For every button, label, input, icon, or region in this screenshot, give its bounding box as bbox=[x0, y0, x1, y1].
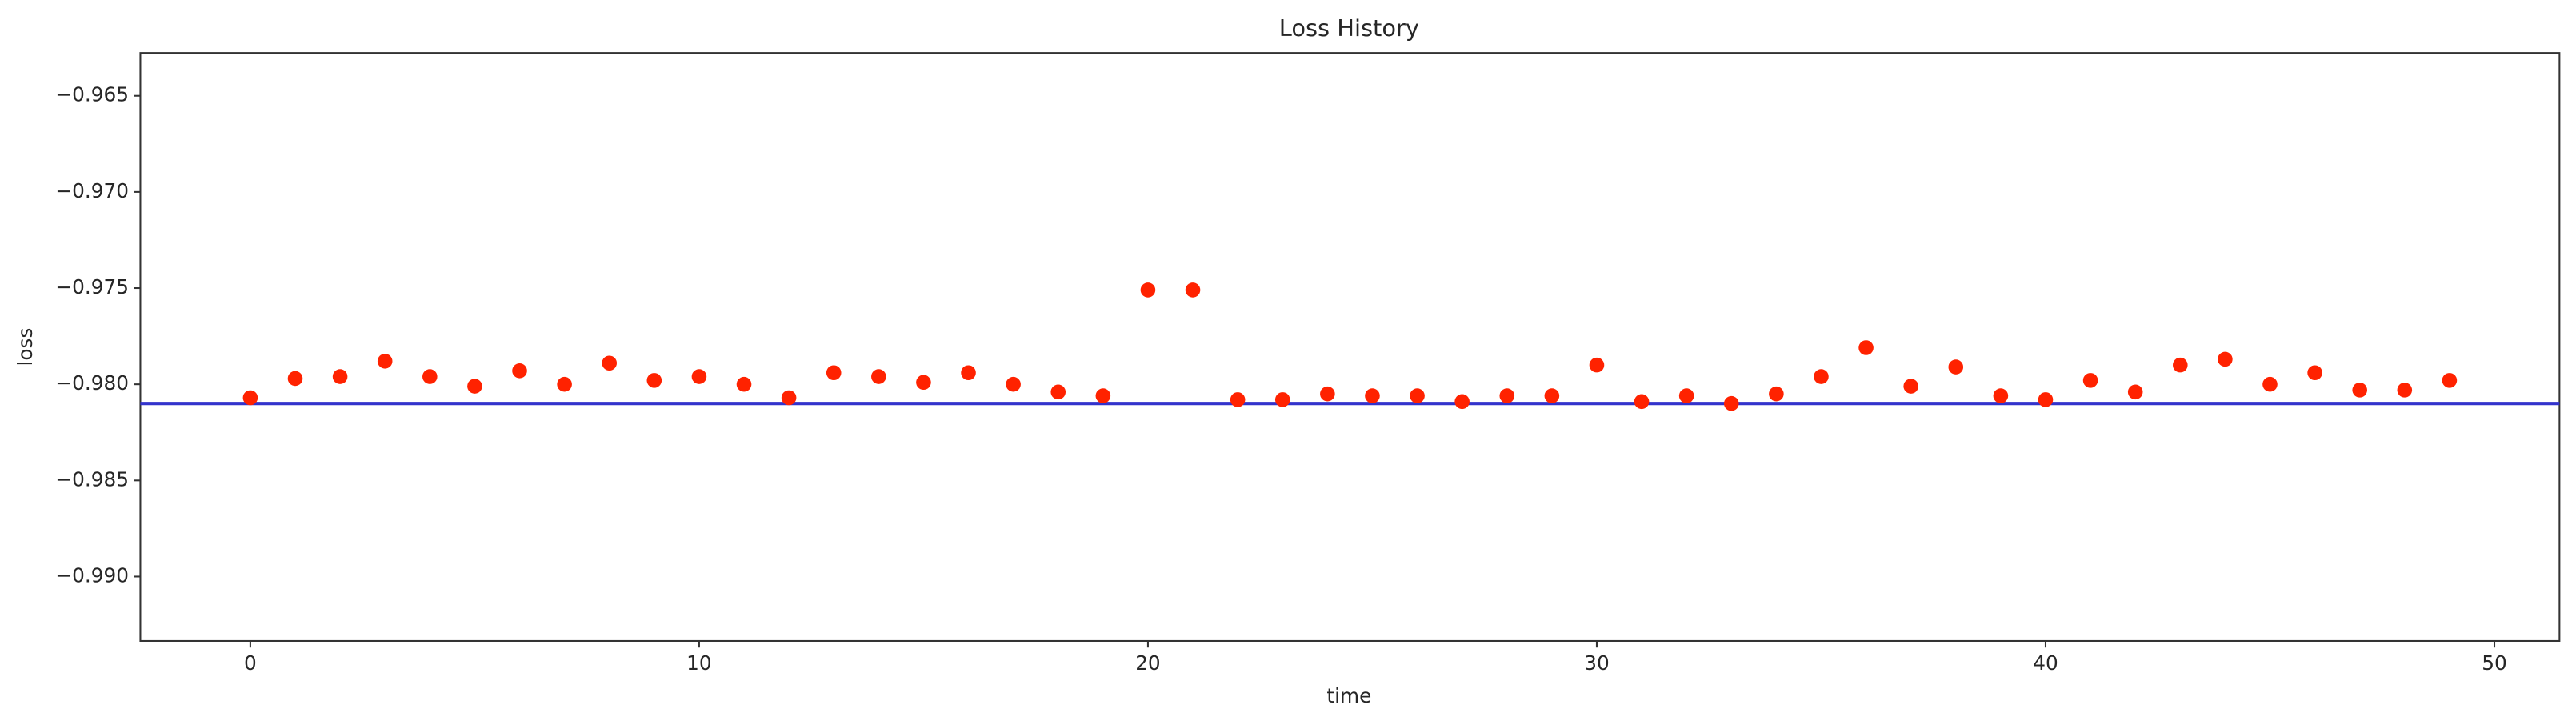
data-point bbox=[2127, 384, 2143, 400]
data-point bbox=[377, 354, 393, 369]
data-point bbox=[2307, 365, 2322, 381]
data-point bbox=[1095, 388, 1111, 403]
data-point bbox=[2173, 357, 2188, 373]
x-tick-label: 0 bbox=[244, 651, 257, 675]
data-point bbox=[1634, 394, 1650, 410]
data-point bbox=[646, 373, 662, 388]
x-axis-label: time bbox=[1326, 684, 1371, 707]
x-tick-label: 30 bbox=[1584, 651, 1610, 675]
y-tick-label: −0.975 bbox=[55, 275, 129, 298]
x-tick-label: 40 bbox=[2033, 651, 2058, 675]
y-axis-label: loss bbox=[14, 328, 37, 367]
data-point bbox=[1274, 392, 1290, 407]
x-tick-label: 20 bbox=[1135, 651, 1161, 675]
data-point bbox=[2397, 383, 2413, 398]
data-point bbox=[602, 355, 618, 371]
data-point bbox=[1499, 388, 1515, 403]
data-point bbox=[736, 376, 752, 392]
data-point bbox=[1903, 379, 1918, 394]
data-point bbox=[691, 369, 707, 384]
data-point bbox=[1769, 386, 1784, 402]
data-point bbox=[557, 376, 572, 392]
data-point bbox=[287, 371, 303, 387]
data-point bbox=[2218, 351, 2233, 367]
data-point bbox=[1589, 357, 1605, 373]
data-point bbox=[242, 390, 258, 406]
data-point bbox=[1948, 359, 1964, 375]
data-point bbox=[871, 369, 886, 384]
chart-title: Loss History bbox=[1279, 14, 1419, 42]
data-point bbox=[1544, 388, 1560, 403]
data-point bbox=[1410, 388, 1425, 403]
data-point bbox=[1814, 369, 1829, 384]
x-tick-label: 50 bbox=[2482, 651, 2507, 675]
data-point bbox=[467, 379, 482, 394]
data-point bbox=[1858, 340, 1874, 355]
y-tick-label: −0.965 bbox=[55, 83, 129, 106]
data-point bbox=[826, 365, 842, 381]
data-point bbox=[916, 375, 931, 391]
data-point bbox=[1993, 388, 2009, 403]
y-tick-label: −0.980 bbox=[55, 371, 129, 395]
data-point bbox=[1723, 395, 1739, 411]
data-point bbox=[2082, 373, 2098, 388]
data-point bbox=[422, 369, 438, 384]
y-tick-label: −0.985 bbox=[55, 467, 129, 491]
data-point bbox=[2352, 383, 2367, 398]
data-point bbox=[1050, 384, 1066, 400]
data-point bbox=[1678, 388, 1694, 403]
data-point bbox=[1185, 282, 1201, 298]
data-point bbox=[1320, 386, 1335, 402]
data-point bbox=[1230, 392, 1246, 407]
y-tick-label: −0.970 bbox=[55, 179, 129, 202]
data-point bbox=[1365, 388, 1380, 403]
data-point bbox=[781, 390, 797, 406]
data-point bbox=[1140, 282, 1156, 298]
data-point bbox=[512, 363, 527, 379]
data-point bbox=[1006, 376, 1021, 392]
data-point bbox=[2038, 392, 2054, 407]
data-point bbox=[2262, 376, 2278, 392]
data-point bbox=[332, 369, 348, 384]
data-point bbox=[1454, 394, 1470, 410]
data-point bbox=[961, 365, 976, 381]
data-point bbox=[2442, 373, 2458, 388]
plot-frame bbox=[139, 52, 2561, 642]
y-tick-label: −0.990 bbox=[55, 563, 129, 587]
x-tick-label: 10 bbox=[686, 651, 712, 675]
